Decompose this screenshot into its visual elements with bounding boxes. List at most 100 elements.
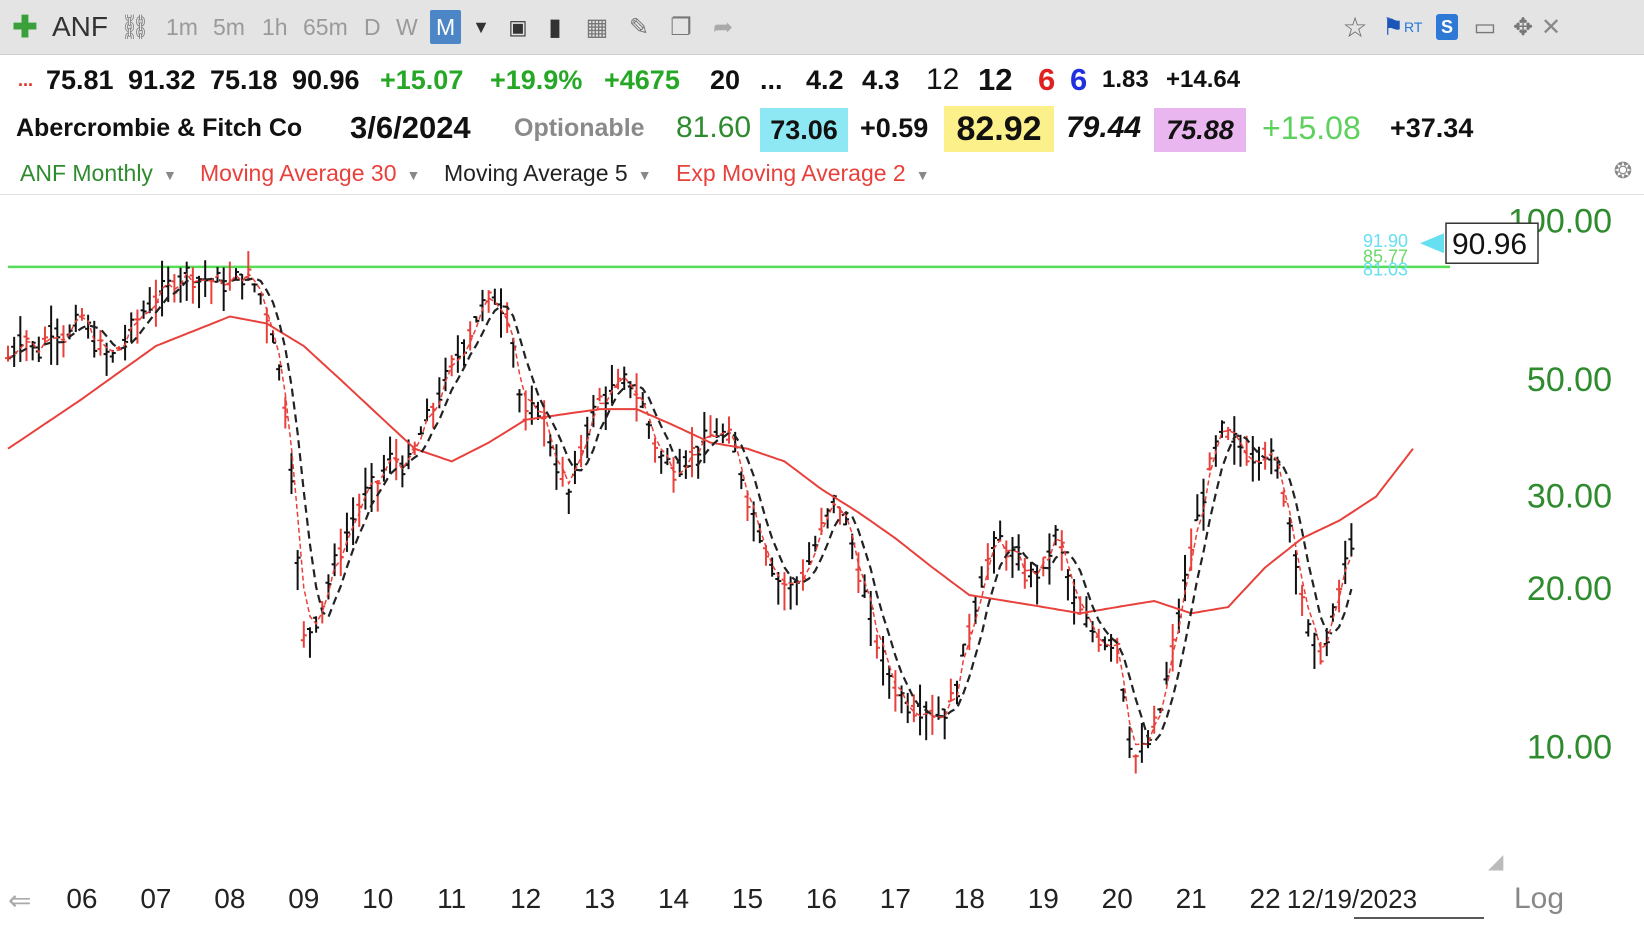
company-name: Abercrombie & Fitch Co [16,113,303,142]
exp-moving-average-2-line [7,271,1353,746]
value-73-06: 73.06 [760,108,848,152]
flag-icon[interactable]: ⚑ [1382,13,1404,41]
log-scale-toggle[interactable]: Log [1514,882,1564,915]
x-tick-label: 19 [1028,883,1059,914]
x-tick-label: 13 [584,883,615,914]
moving-average-5-line [7,277,1353,744]
x-tick-label: 10 [362,883,393,914]
value-6-red: 6 [1038,62,1056,97]
y-tick-label: 20.00 [1527,570,1612,608]
value-4-2: 4.2 [806,64,844,95]
value-4-3: 4.3 [862,64,900,95]
price-tag-label: 85.77 [1363,247,1408,267]
last-price-box [1445,222,1539,264]
study-label: Moving Average 30 [200,160,397,186]
value-20: 20 [710,64,741,95]
share-arrow-icon[interactable]: ➦ [712,13,734,41]
interval-dropdown-icon[interactable]: ▼ [472,16,490,37]
x-tick-label: 06 [66,883,97,914]
pencil-icon[interactable]: ✎ [628,13,650,41]
quote-ellipsis: ... [760,64,783,95]
toolbar: ✚ ANF ⛓ 1m 5m 1h 65m D W M ▼ ▣ ▮ ▦ ✎ ❐ ➦… [0,0,1644,55]
x-tick-label: 18 [954,883,985,914]
study-dropdown-icon[interactable]: ▼ [406,166,421,183]
scroll-left-icon[interactable]: ⇐ [8,884,31,917]
value-81-60: 81.60 [676,111,752,144]
x-tick-label: 21 [1176,883,1207,914]
x-tick-label: 16 [806,883,837,914]
interval-1h[interactable]: 1h [262,13,288,40]
optionable-label: Optionable [514,113,645,142]
x-tick-label: 07 [140,883,171,914]
palette-icon[interactable]: ❂ [1613,158,1633,183]
cursor-date: 12/19/2023 [1287,884,1484,919]
close-icon[interactable]: ✕ [1540,13,1562,41]
study-label: Exp Moving Average 2 [676,160,906,186]
x-axis: 06 07 08 09 10 11 12 13 14 15 16 17 18 19 20 21 22 [66,883,1280,914]
quote-row-1: ... 75.81 91.32 75.18 90.96 +15.07 +19.9… [0,56,1644,102]
study-anf-monthly[interactable]: ANF Monthly ▼ [20,160,177,187]
last-price-arrow-icon [1420,233,1444,254]
pages-icon[interactable]: ❐ [670,13,692,41]
zoom-corner-icon[interactable]: ◢ [1488,849,1504,873]
value-1-83: 1.83 [1102,66,1149,93]
grid-add-icon[interactable]: ▦ [585,13,609,41]
interval-w[interactable]: W [396,13,418,40]
rt-badge: RT [1404,19,1423,35]
interval-65m[interactable]: 65m [303,13,348,40]
row-menu-ellipsis[interactable]: ... [18,69,34,90]
study-dropdown-icon[interactable]: ▼ [162,166,177,183]
bar-chart-icon[interactable]: ▮ [548,13,562,41]
last-price-label: 90.96 [1452,228,1527,261]
study-ma30[interactable]: Moving Average 30 ▼ [200,160,420,187]
high-value: 91.32 [128,64,196,95]
y-tick-label: 10.00 [1527,729,1612,767]
cursor-date-label: 12/19/2023 [1287,884,1417,914]
x-tick-label: 15 [732,883,763,914]
study-dropdown-icon[interactable]: ▼ [915,166,930,183]
price-tag-label: 91.90 [1363,231,1408,251]
x-tick-label: 11 [437,883,466,914]
interval-d[interactable]: D [364,13,381,40]
x-tick-label: 14 [658,883,689,914]
save-disk-icon[interactable]: ▭ [1473,13,1497,41]
x-tick-label: 08 [214,883,245,914]
interval-m[interactable]: M [430,10,462,44]
x-tick-label: 20 [1102,883,1133,914]
add-plus-icon[interactable]: ✚ [12,10,38,44]
study-dropdown-icon[interactable]: ▼ [637,166,652,183]
value-15-08: +15.08 [1262,109,1361,146]
value-12-a: 12 [926,63,960,96]
price-tag-label: 81.03 [1363,260,1408,280]
change-pct-value: +19.9% [490,64,583,95]
value-82-92: 82.92 [944,106,1054,152]
moving-average-30-line [7,315,1414,615]
study-ema2[interactable]: Exp Moving Average 2 ▼ [676,160,930,187]
low-value: 75.18 [210,64,278,95]
text-tool-icon[interactable]: ▣ [508,16,528,39]
move-icon[interactable]: ✥ [1512,13,1534,41]
quote-date: 3/6/2024 [350,110,471,145]
symbol-field[interactable]: ANF [52,11,108,42]
study-label: Moving Average 5 [444,160,628,186]
change-value: +15.07 [380,64,464,95]
study-ma5[interactable]: Moving Average 5 ▼ [444,160,652,187]
x-tick-label: 22 [1250,883,1281,914]
interval-1m[interactable]: 1m [166,13,198,40]
interval-5m[interactable]: 5m [213,13,245,40]
value-14-64: +14.64 [1166,66,1241,93]
study-legend-bar: ANF Monthly ▼ Moving Average 30 ▼ Moving A… [0,152,1644,195]
s-badge[interactable]: S [1436,14,1459,40]
star-icon[interactable]: ☆ [1342,11,1368,43]
value-75-88: 75.88 [1154,108,1246,152]
study-label: ANF Monthly [20,160,153,186]
link-chain-icon[interactable]: ⛓ [119,13,151,41]
value-12-b: 12 [978,62,1013,97]
value-79-44: 79.44 [1066,111,1142,144]
y-tick-label: 50.00 [1527,361,1612,399]
value-0-59: +0.59 [860,112,929,143]
y-tick-label: 30.00 [1527,478,1612,516]
